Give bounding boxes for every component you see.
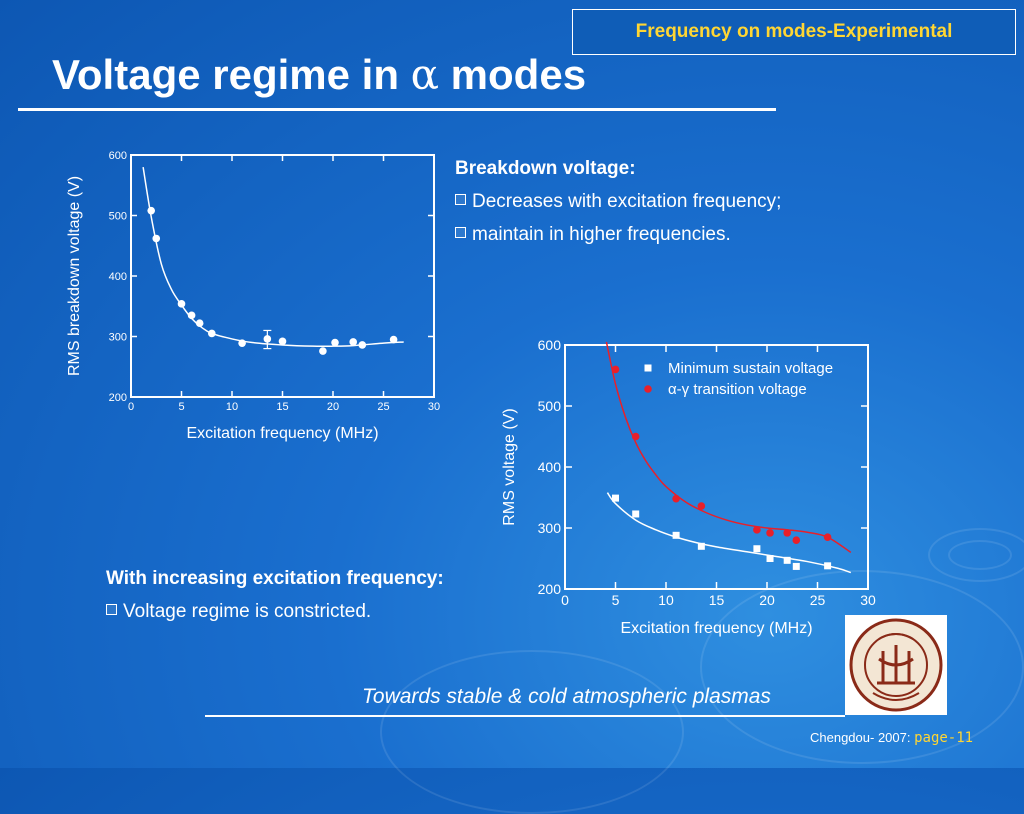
y-tick-label: 400 [109,271,127,283]
legend-label: Minimum sustain voltage [668,360,833,377]
x-tick-label: 20 [759,592,775,608]
title-prefix: Voltage regime in [52,51,411,98]
data-point [792,536,801,544]
slide-title: Voltage regime in α modes [52,50,586,99]
x-tick-label: 30 [860,592,876,608]
footer-rule [205,715,845,717]
data-point-square [783,556,791,564]
x-tick-label: 25 [377,401,389,413]
x-tick-label: 30 [428,401,440,413]
x-tick-label: 0 [561,592,569,608]
data-point [152,234,161,243]
bullet-heading: Breakdown voltage: [455,158,636,179]
x-tick-label: 20 [327,401,339,413]
frequency-bullets: With increasing excitation frequency: Vo… [106,562,444,628]
background-ripple [928,528,1024,582]
title-suffix: modes [439,51,587,98]
x-tick-label: 5 [612,592,620,608]
fit-curve [142,166,404,348]
y-tick-label: 600 [538,337,562,353]
y-tick-label: 400 [538,459,562,475]
data-point [611,365,620,374]
bullet-item: Decreases with excitation frequency; [455,185,781,218]
bullet-heading: With increasing excitation frequency: [106,568,444,589]
x-tick-label: 15 [709,592,725,608]
x-axis-label: Excitation frequency (MHz) [186,425,378,442]
section-tag: Frequency on modes-Experimental [572,9,1016,55]
title-underline [18,108,776,111]
data-point [263,335,272,343]
y-tick-label: 500 [538,398,562,414]
bullet-text: Decreases with excitation frequency; [472,191,782,212]
x-tick-label: 15 [276,401,288,413]
data-point-square [766,555,774,562]
page-info: Chengdou- 2007: page-11 [810,730,973,746]
data-point [208,329,216,338]
data-point [389,335,398,344]
x-tick-label: 10 [226,401,238,413]
data-point [349,338,358,346]
data-point [187,311,196,320]
y-tick-label: 200 [109,392,127,404]
legend-marker-circle [644,385,652,393]
mode-voltage-chart: 0 5 10 15 20 25 30 200 300 400 500 600 Excitation fr… [501,337,876,637]
data-point-square [632,510,640,518]
y-tick-label: 500 [109,210,127,222]
data-point [238,339,246,347]
square-bullet-icon [455,227,466,238]
fit-curve [605,341,852,554]
x-axis-label: Excitation frequency (MHz) [620,620,812,637]
bullet-item: Voltage regime is constricted. [106,595,444,628]
y-tick-label: 600 [109,150,127,162]
data-point [631,432,640,441]
legend-marker-square [644,364,652,372]
data-point-square [792,562,800,570]
x-tick-label: 0 [128,401,134,413]
breakdown-bullets: Breakdown voltage: Decreases with excita… [455,152,781,251]
y-tick-label: 300 [109,331,127,343]
title-alpha-symbol: α [410,50,440,99]
data-point [319,347,327,355]
data-point [147,206,155,215]
data-point [331,338,339,347]
data-point [783,529,791,537]
bullet-text: maintain in higher frequencies. [472,224,731,245]
seal-icon [849,618,943,712]
background-ripple [700,570,1024,764]
data-point [753,526,761,534]
data-point [672,494,680,503]
data-point [358,341,367,349]
data-point-square [824,562,832,570]
footer-location: Chengdou- 2007: [810,730,915,745]
y-tick-label: 200 [538,581,562,597]
square-bullet-icon [106,604,117,615]
fit-curve [606,492,852,574]
data-point-square [753,545,761,553]
data-point [697,502,706,510]
data-point-square [697,542,705,550]
page-number: page-11 [914,730,974,746]
data-point [823,533,832,541]
data-point [278,337,287,346]
y-axis-label: RMS breakdown voltage (V) [66,176,83,376]
x-tick-label: 25 [810,592,826,608]
data-point-square [612,494,619,502]
bullet-item: maintain in higher frequencies. [455,218,781,251]
data-point [177,300,186,308]
x-tick-label: 10 [658,592,674,608]
square-bullet-icon [455,194,466,205]
data-point [766,529,774,537]
y-tick-label: 300 [538,520,562,536]
data-point-square [672,531,680,539]
legend-label: α-γ transition voltage [668,381,807,398]
x-tick-label: 5 [178,401,184,413]
university-logo [845,615,947,715]
data-point [195,319,204,327]
bullet-text: Voltage regime is constricted. [123,601,372,622]
footer-tagline: Towards stable & cold atmospheric plasma… [362,685,771,708]
y-axis-label: RMS voltage (V) [501,408,518,525]
